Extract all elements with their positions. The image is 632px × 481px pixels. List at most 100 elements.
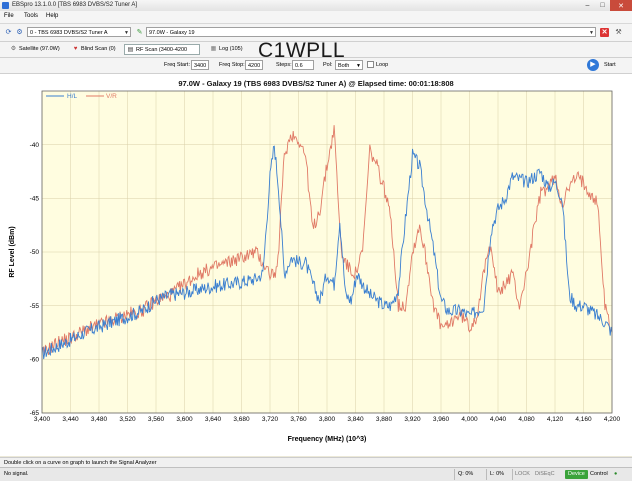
- tuner-combo-value: 0 - TBS 6983 DVBS/S2 Tuner A: [30, 30, 108, 36]
- minimize-button[interactable]: –: [585, 2, 590, 9]
- x-tick-label: 3,840: [347, 416, 364, 423]
- tab-log-label: Log (105): [219, 46, 243, 52]
- rf-scan-chart: 97.0W - Galaxy 19 (TBS 6983 DVBS/S2 Tune…: [0, 74, 632, 456]
- tab-blind-scan[interactable]: ♥ Blind Scan (0): [70, 44, 118, 55]
- x-tick-label: 3,400: [34, 416, 51, 423]
- y-tick-label: -40: [30, 142, 40, 149]
- start-button[interactable]: ▶: [587, 59, 599, 71]
- x-tick-label: 4,160: [575, 416, 592, 423]
- steps-input[interactable]: 0.6: [292, 60, 314, 70]
- x-tick-label: 4,200: [604, 416, 621, 423]
- tab-satellite-label: Satellite (97.0W): [19, 46, 60, 52]
- x-tick-label: 4,000: [461, 416, 478, 423]
- app-icon: [2, 2, 9, 9]
- satellite-config-icon[interactable]: ✎: [136, 29, 143, 36]
- watermark-callsign: C1WPLL: [258, 39, 346, 62]
- freq-start-label: Freq Start:: [164, 62, 190, 68]
- log-icon: ▦: [210, 46, 217, 52]
- loop-label: Loop: [376, 62, 389, 68]
- pol-select[interactable]: Both ▼: [335, 60, 363, 70]
- satellite-combo[interactable]: 97.0W - Galaxy 19 ▼: [146, 27, 596, 37]
- lock-indicator: LOCK: [515, 471, 530, 477]
- tab-blind-scan-label: Blind Scan (0): [81, 46, 116, 52]
- freq-start-input[interactable]: 3400: [191, 60, 209, 70]
- x-tick-label: 3,560: [148, 416, 165, 423]
- y-tick-label: -55: [30, 303, 40, 310]
- y-tick-label: -50: [30, 249, 40, 256]
- chart-title: 97.0W - Galaxy 19 (TBS 6983 DVBS/S2 Tune…: [178, 79, 454, 88]
- tab-log[interactable]: ▦ Log (105): [208, 44, 248, 55]
- spectrum-plot[interactable]: 3,400 3,440 3,480 3,520 3,560 3,600 3,640 3,680…: [0, 74, 632, 456]
- x-tick-label: 3,760: [290, 416, 307, 423]
- tab-rf-scan[interactable]: ▤ RF Scan (3400-4200 Both): [124, 44, 200, 64]
- freq-stop-label: Freq Stop:: [219, 62, 245, 68]
- options-icon[interactable]: ⚒: [615, 29, 622, 36]
- rf-icon: ▤: [127, 47, 134, 53]
- hint-bar: Double click on a curve on graph to laun…: [0, 457, 632, 467]
- tuner-toolbar: ⟳ ⚙ 0 - TBS 6983 DVBS/S2 Tuner A ▼ ✎ 97.…: [0, 24, 632, 42]
- satellite-combo-value: 97.0W - Galaxy 19: [149, 30, 195, 36]
- diseqc-indicator: DiSEqC: [535, 471, 555, 477]
- control-indicator[interactable]: Control: [590, 471, 608, 477]
- loop-checkbox[interactable]: [367, 61, 374, 68]
- plot-border: [41, 90, 613, 414]
- level-readout: L: 0%: [490, 471, 505, 477]
- chevron-down-icon: ▼: [356, 63, 361, 69]
- freq-stop-input[interactable]: 4200: [245, 60, 263, 70]
- legend: H/L V/R: [46, 93, 117, 100]
- y-tick-label: -60: [30, 357, 40, 364]
- x-tick-label: 4,120: [547, 416, 564, 423]
- chevron-down-icon: ▼: [589, 30, 594, 36]
- x-tick-label: 3,800: [319, 416, 336, 423]
- tuner-settings-icon[interactable]: ⚙: [16, 29, 23, 36]
- x-tick-label: 3,440: [62, 416, 79, 423]
- status-divider: [512, 469, 513, 480]
- status-divider: [454, 469, 455, 480]
- series-line-hl[interactable]: [41, 145, 613, 360]
- status-divider: [486, 469, 487, 480]
- menu-tools[interactable]: Tools: [24, 13, 39, 19]
- x-tick-label: 3,680: [233, 416, 250, 423]
- chevron-down-icon: ▼: [124, 30, 129, 36]
- y-tick-label: -45: [30, 196, 40, 203]
- legend-label-vr: V/R: [106, 93, 117, 100]
- satellite-icon: ⚙: [10, 46, 17, 52]
- window-controls: – □ ✕: [580, 0, 632, 11]
- x-axis-label: Frequency (MHz) (10^3): [288, 435, 367, 443]
- x-tick-label: 3,720: [262, 416, 279, 423]
- menu-help[interactable]: Help: [46, 13, 59, 19]
- steps-label: Steps:: [276, 62, 292, 68]
- control-status-icon: ●: [614, 471, 618, 477]
- pol-label: Pol:: [323, 62, 333, 68]
- x-tick-label: 4,080: [518, 416, 535, 423]
- x-tick-label: 3,960: [433, 416, 450, 423]
- refresh-icon[interactable]: ⟳: [5, 29, 12, 36]
- scan-controls: Freq Start: 3400 Freq Stop: 4200 Steps: …: [0, 58, 632, 74]
- x-tick-label: 3,880: [376, 416, 393, 423]
- x-tick-label: 3,480: [91, 416, 108, 423]
- remove-satellite-button[interactable]: ✕: [600, 28, 609, 37]
- x-tick-label: 4,040: [490, 416, 507, 423]
- x-tick-label: 3,920: [404, 416, 421, 423]
- close-button[interactable]: ✕: [610, 0, 632, 11]
- y-axis-label: RF Level (dBm): [9, 226, 16, 277]
- tab-bar: ⚙ Satellite (97.0W) ♥ Blind Scan (0) ▤ R…: [0, 42, 632, 64]
- device-badge: Device: [565, 470, 588, 479]
- status-message: No signal.: [4, 471, 29, 477]
- status-bar: No signal. Q: 0% L: 0% LOCK DiSEqC Devic…: [0, 467, 632, 481]
- menu-bar: File Tools Help: [0, 11, 632, 24]
- tuner-combo[interactable]: 0 - TBS 6983 DVBS/S2 Tuner A ▼: [27, 27, 131, 37]
- axis-ticks: 3,400 3,440 3,480 3,520 3,560 3,600 3,640 3,680…: [30, 142, 621, 423]
- maximize-button[interactable]: □: [600, 2, 605, 9]
- legend-label-hl: H/L: [67, 93, 78, 100]
- x-tick-label: 3,520: [119, 416, 136, 423]
- x-tick-label: 3,640: [205, 416, 222, 423]
- y-tick-label: -65: [30, 410, 40, 417]
- start-label[interactable]: Start: [604, 62, 616, 68]
- tab-satellite[interactable]: ⚙ Satellite (97.0W): [8, 44, 62, 55]
- x-tick-label: 3,600: [176, 416, 193, 423]
- menu-file[interactable]: File: [4, 13, 14, 19]
- window-title: EBSpro 13.1.0.0 [TBS 6983 DVBS/S2 Tuner …: [12, 2, 138, 8]
- heart-icon: ♥: [73, 46, 78, 52]
